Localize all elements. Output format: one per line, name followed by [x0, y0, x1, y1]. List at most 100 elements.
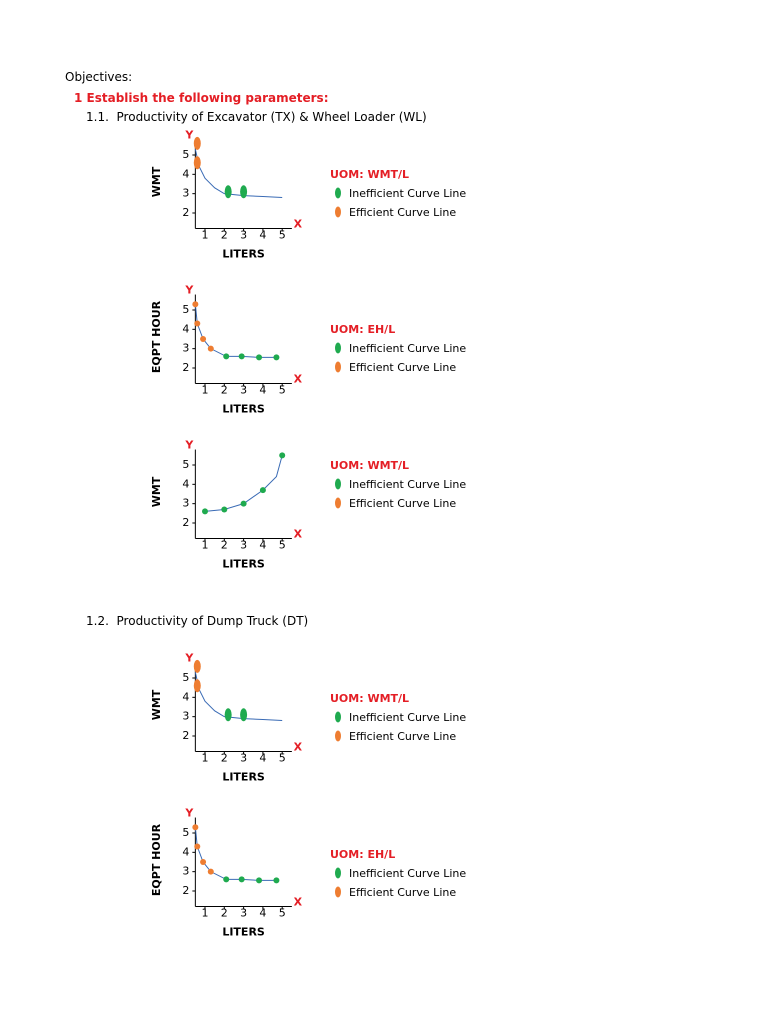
y-tick-label: 4: [182, 845, 189, 858]
y-axis-label: WMT: [150, 166, 163, 197]
x-axis-letter: X: [294, 372, 303, 385]
x-axis-label: LITERS: [222, 557, 265, 570]
legend-marker: [335, 342, 341, 354]
x-axis-label: LITERS: [222, 925, 265, 938]
y-tick-label: 4: [182, 477, 189, 490]
data-point: [259, 487, 266, 494]
y-axis-letter: Y: [184, 652, 194, 665]
x-tick-label: 4: [259, 228, 266, 241]
data-point: [256, 354, 263, 361]
data-point: [221, 506, 228, 513]
x-axis-letter: X: [294, 895, 303, 908]
legend-label: Efficient Curve Line: [349, 497, 456, 510]
data-point: [193, 156, 201, 170]
x-tick-label: 5: [279, 751, 286, 764]
x-tick-label: 5: [279, 906, 286, 919]
legend-label: Inefficient Curve Line: [349, 342, 466, 355]
y-tick-label: 2: [182, 361, 189, 374]
x-axis-label: LITERS: [222, 247, 265, 260]
legend-marker: [335, 886, 341, 898]
data-point: [240, 500, 247, 507]
data-point: [194, 320, 201, 327]
y-tick-label: 4: [182, 167, 189, 180]
legend-marker: [335, 711, 341, 723]
x-tick-label: 1: [202, 906, 209, 919]
data-point: [193, 659, 201, 673]
x-tick-label: 2: [221, 538, 228, 551]
y-tick-label: 4: [182, 690, 189, 703]
y-tick-label: 4: [182, 322, 189, 335]
data-point: [224, 708, 232, 722]
doc-subtitle: 1 Establish the following parameters:: [74, 91, 329, 105]
x-tick-label: 2: [221, 228, 228, 241]
legend-label: Inefficient Curve Line: [349, 711, 466, 724]
x-tick-label: 5: [279, 538, 286, 551]
legend-title: UOM: WMT/L: [330, 692, 409, 705]
y-tick-label: 2: [182, 516, 189, 529]
legend-marker: [335, 478, 341, 490]
data-point: [192, 301, 199, 308]
legend-label: Efficient Curve Line: [349, 206, 456, 219]
data-point: [194, 843, 201, 850]
legend-marker: [335, 497, 341, 509]
x-tick-label: 4: [259, 538, 266, 551]
y-axis-label: EQPT HOUR: [150, 823, 163, 896]
data-point: [223, 876, 230, 883]
curve-line: [194, 827, 277, 881]
data-point: [193, 136, 201, 150]
curve-line: [204, 455, 283, 512]
y-tick-label: 3: [182, 187, 189, 200]
x-tick-label: 1: [202, 383, 209, 396]
x-tick-label: 3: [240, 751, 247, 764]
legend-title: UOM: EH/L: [330, 848, 395, 861]
y-tick-label: 5: [182, 671, 189, 684]
doc-title: Objectives:: [65, 70, 133, 84]
x-tick-label: 1: [202, 538, 209, 551]
data-point: [193, 679, 201, 693]
y-tick-label: 2: [182, 729, 189, 742]
data-point: [273, 877, 280, 884]
y-axis-label: WMT: [150, 689, 163, 720]
x-tick-label: 1: [202, 228, 209, 241]
data-point: [240, 708, 248, 722]
data-point: [223, 353, 230, 360]
legend-marker: [335, 361, 341, 373]
x-tick-label: 4: [259, 906, 266, 919]
x-axis-letter: X: [294, 527, 303, 540]
legend-label: Inefficient Curve Line: [349, 867, 466, 880]
data-point: [207, 345, 214, 352]
legend-title: UOM: EH/L: [330, 323, 395, 336]
data-point: [202, 508, 208, 515]
y-tick-label: 5: [182, 148, 189, 161]
y-tick-label: 5: [182, 458, 189, 471]
legend-marker: [335, 206, 341, 218]
y-axis-letter: Y: [184, 284, 194, 297]
data-point: [200, 335, 207, 342]
y-tick-label: 5: [182, 826, 189, 839]
legend-title: UOM: WMT/L: [330, 168, 409, 181]
legend-label: Efficient Curve Line: [349, 886, 456, 899]
y-axis-letter: Y: [184, 129, 194, 142]
y-tick-label: 5: [182, 303, 189, 316]
x-tick-label: 3: [240, 538, 247, 551]
x-axis-label: LITERS: [222, 402, 265, 415]
legend-marker: [335, 867, 341, 879]
y-tick-label: 3: [182, 342, 189, 355]
y-axis-label: WMT: [150, 476, 163, 507]
x-tick-label: 1: [202, 751, 209, 764]
x-tick-label: 4: [259, 383, 266, 396]
y-tick-label: 3: [182, 865, 189, 878]
x-tick-label: 2: [221, 751, 228, 764]
legend-label: Inefficient Curve Line: [349, 187, 466, 200]
legend-marker: [335, 187, 341, 199]
curve-line: [194, 304, 277, 358]
curve-line: [194, 149, 283, 199]
x-axis-letter: X: [294, 740, 303, 753]
data-point: [240, 185, 248, 199]
x-tick-label: 5: [279, 228, 286, 241]
legend-title: UOM: WMT/L: [330, 459, 409, 472]
